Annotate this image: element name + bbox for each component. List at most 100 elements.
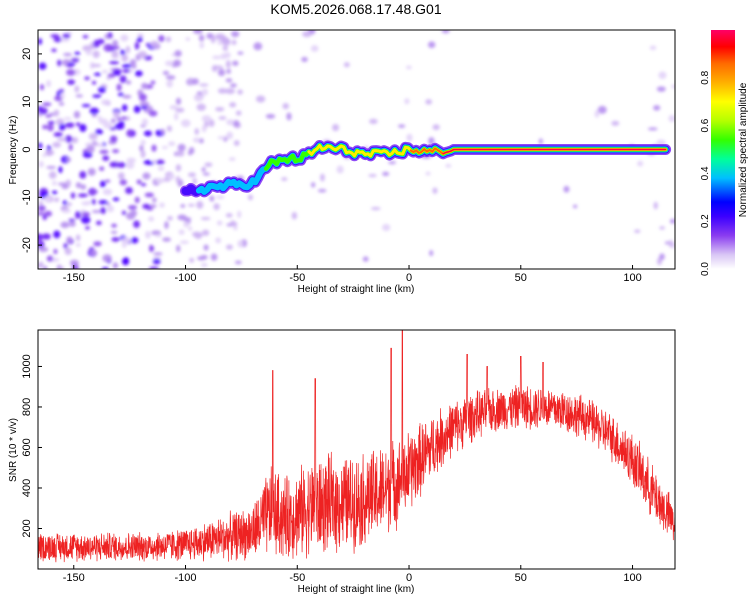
noise-speckle bbox=[145, 230, 151, 239]
noise-speckle bbox=[63, 52, 73, 57]
colorbar-tick-label-1: 0.2 bbox=[700, 214, 711, 228]
noise-speckle bbox=[38, 246, 49, 253]
noise-speckle bbox=[237, 210, 242, 219]
noise-speckle bbox=[126, 161, 135, 169]
noise-speckle bbox=[232, 60, 239, 66]
noise-speckle bbox=[194, 94, 204, 102]
bot-xticks-label-2: -50 bbox=[289, 572, 305, 584]
noise-speckle bbox=[210, 35, 216, 44]
spectrogram-ridge-layer bbox=[180, 140, 672, 198]
noise-speckle bbox=[71, 58, 80, 63]
spectrogram-y-axis-label: Frequency (Hz) bbox=[8, 116, 19, 185]
noise-speckle bbox=[87, 168, 96, 176]
noise-speckle bbox=[57, 266, 65, 269]
noise-speckle bbox=[125, 80, 132, 85]
noise-speckle bbox=[187, 150, 193, 156]
noise-speckle bbox=[81, 211, 91, 217]
noise-speckle bbox=[225, 88, 235, 95]
noise-speckle bbox=[445, 163, 452, 168]
noise-speckle bbox=[111, 237, 120, 242]
noise-speckle bbox=[99, 149, 109, 155]
noise-speckle bbox=[44, 195, 52, 203]
noise-speckle bbox=[167, 173, 175, 180]
noise-speckle bbox=[211, 55, 222, 60]
noise-speckle bbox=[57, 59, 62, 67]
noise-speckle bbox=[149, 40, 159, 48]
noise-speckle bbox=[572, 204, 578, 209]
noise-speckle bbox=[112, 262, 119, 269]
noise-speckle bbox=[121, 237, 132, 244]
noise-speckle bbox=[38, 233, 43, 241]
noise-speckle bbox=[204, 162, 213, 167]
noise-speckle bbox=[96, 220, 102, 226]
noise-speckle bbox=[281, 177, 288, 181]
noise-speckle bbox=[71, 264, 79, 269]
noise-speckle bbox=[101, 99, 111, 106]
noise-speckle bbox=[42, 214, 47, 220]
noise-speckle bbox=[66, 202, 73, 207]
noise-speckle bbox=[143, 130, 153, 137]
noise-speckle bbox=[166, 125, 173, 132]
noise-speckle bbox=[649, 45, 657, 51]
noise-speckle bbox=[225, 244, 233, 250]
noise-speckle bbox=[109, 161, 118, 168]
noise-speckle bbox=[51, 180, 57, 186]
noise-speckle bbox=[659, 226, 665, 230]
noise-speckle bbox=[134, 41, 140, 50]
noise-speckle bbox=[213, 203, 220, 211]
noise-speckle bbox=[215, 107, 225, 112]
bot-yticks-label-3: 800 bbox=[21, 398, 33, 416]
noise-speckle bbox=[217, 68, 226, 77]
noise-speckle bbox=[237, 239, 244, 248]
noise-speckle bbox=[44, 149, 55, 156]
noise-speckle bbox=[265, 113, 276, 119]
noise-speckle bbox=[64, 135, 73, 143]
noise-speckle bbox=[53, 197, 60, 203]
noise-speckle bbox=[89, 107, 99, 115]
noise-speckle bbox=[226, 68, 231, 74]
noise-speckle bbox=[116, 162, 126, 168]
noise-speckle bbox=[231, 39, 237, 45]
noise-speckle bbox=[634, 229, 641, 234]
noise-speckle bbox=[255, 95, 266, 103]
noise-speckle bbox=[62, 200, 68, 206]
top-xticks-label-4: 50 bbox=[515, 272, 527, 284]
noise-speckle bbox=[53, 230, 61, 239]
noise-speckle bbox=[119, 75, 127, 83]
noise-speckle bbox=[175, 175, 181, 184]
top-xticks-label-5: 100 bbox=[623, 272, 641, 284]
noise-speckle bbox=[63, 116, 72, 121]
noise-speckle bbox=[563, 185, 570, 193]
noise-speckle bbox=[125, 186, 133, 195]
noise-speckle bbox=[95, 129, 104, 135]
noise-speckle bbox=[140, 183, 147, 187]
noise-speckle bbox=[65, 157, 72, 162]
snr-x-ticks: -150 -100 -50 0 50 100 bbox=[63, 565, 642, 584]
noise-speckle bbox=[38, 212, 46, 216]
noise-speckle bbox=[51, 190, 58, 195]
noise-speckle bbox=[148, 110, 158, 117]
noise-speckle bbox=[80, 184, 87, 190]
noise-speckle bbox=[74, 51, 81, 56]
noise-speckle bbox=[152, 197, 157, 203]
noise-speckle bbox=[152, 258, 161, 265]
top-yticks-label-3: 10 bbox=[21, 96, 33, 108]
noise-speckle bbox=[86, 145, 95, 154]
noise-speckle bbox=[46, 80, 52, 88]
noise-speckle bbox=[669, 218, 675, 224]
noise-speckle bbox=[70, 192, 76, 199]
noise-speckle bbox=[121, 210, 127, 216]
noise-speckle bbox=[165, 75, 176, 80]
noise-speckle bbox=[121, 54, 129, 62]
noise-speckle bbox=[85, 49, 93, 56]
noise-speckle bbox=[332, 123, 340, 132]
noise-speckle bbox=[151, 230, 162, 236]
noise-speckle bbox=[120, 49, 126, 56]
noise-speckle bbox=[111, 223, 118, 228]
noise-speckle bbox=[60, 92, 65, 100]
noise-speckle bbox=[405, 65, 412, 70]
noise-speckle bbox=[138, 93, 147, 102]
noise-speckle bbox=[137, 50, 148, 59]
